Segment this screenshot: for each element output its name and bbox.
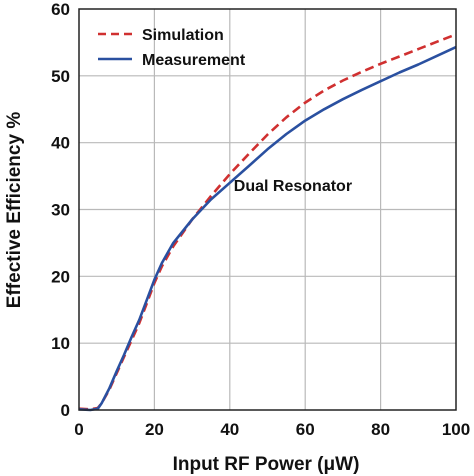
y-tick-label: 60 <box>51 0 70 19</box>
x-axis-label: Input RF Power (μW) <box>173 454 360 475</box>
plot-frame <box>78 8 457 411</box>
x-tick-label: 100 <box>442 420 470 439</box>
y-tick-label: 0 <box>61 401 70 420</box>
x-tick-label: 20 <box>145 420 164 439</box>
grid-lines <box>79 9 456 410</box>
y-tick-label: 40 <box>51 134 70 153</box>
legend-label-simulation: Simulation <box>142 27 224 44</box>
x-tick-label: 40 <box>220 420 239 439</box>
x-tick-label: 0 <box>74 420 83 439</box>
annotation-dual-resonator: Dual Resonator <box>234 178 352 195</box>
series-line-simulation <box>78 33 457 411</box>
x-tick-label: 60 <box>296 420 315 439</box>
tick-labels: 0 20 40 60 80 100 0 10 20 30 40 50 60 <box>51 0 470 439</box>
x-tick-label: 80 <box>371 420 390 439</box>
series-lines <box>78 33 457 412</box>
y-tick-label: 50 <box>51 67 70 86</box>
y-axis-label: Effective Efficiency % <box>4 112 25 309</box>
y-tick-label: 30 <box>51 201 70 220</box>
y-tick-label: 20 <box>51 267 70 286</box>
series-line-measurement <box>78 45 457 412</box>
legend-label-measurement: Measurement <box>142 52 246 69</box>
y-tick-label: 10 <box>51 334 70 353</box>
legend: Simulation Measurement <box>98 27 246 69</box>
